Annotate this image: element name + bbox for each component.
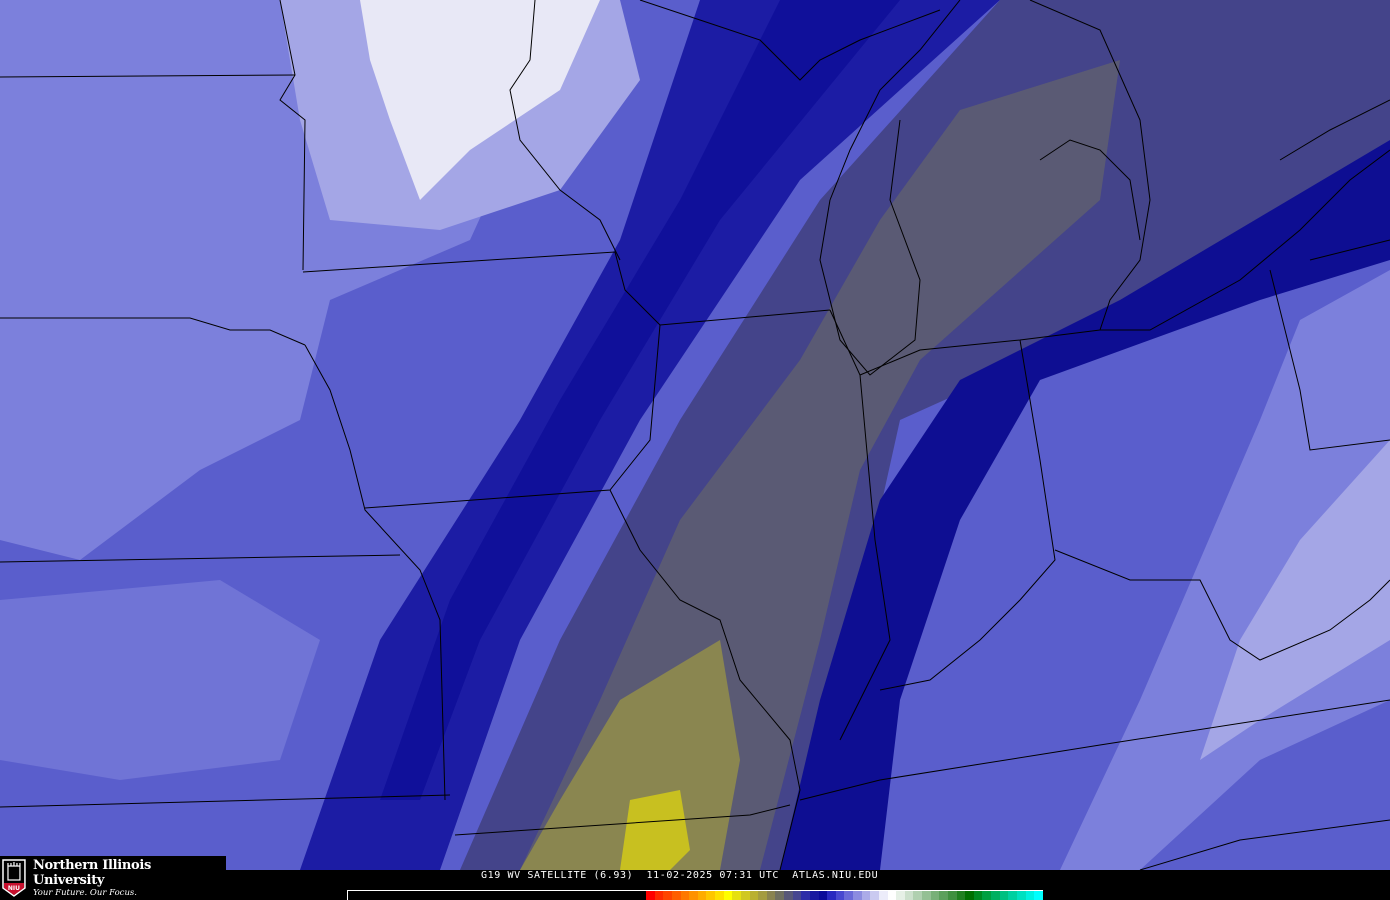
cloud-region-north-white: [360, 0, 600, 200]
color-scale-swatch: [775, 891, 784, 900]
color-scale-swatch: [792, 891, 802, 900]
color-scale-swatch: [766, 891, 776, 900]
color-scale-swatch: [878, 891, 888, 900]
cloud-region-southwest-light: [0, 580, 320, 780]
color-scale-swatch: [930, 891, 940, 900]
color-scale-swatch: [939, 891, 948, 900]
color-scale-swatch: [965, 891, 974, 900]
color-scale-swatch: [853, 891, 862, 900]
color-scale-swatch: [680, 891, 690, 900]
color-scale-swatch: [913, 891, 922, 900]
cloud-region-east-light: [1060, 270, 1390, 870]
color-scale-swatch: [973, 891, 983, 900]
cloud-region-east-lighter: [1200, 440, 1390, 760]
color-scale-swatch: [809, 891, 819, 900]
color-scale-swatch: [887, 891, 897, 900]
dry-band-gray: [520, 60, 1120, 870]
university-name: Northern Illinois University: [32, 857, 152, 888]
timestamp: 11-02-2025 07:31 UTC: [646, 870, 779, 881]
product-label: G19 WV SATELLITE (6.93): [481, 870, 634, 881]
dry-region-olive: [520, 640, 740, 870]
color-scale-swatch: [844, 891, 853, 900]
color-scale-swatch: [749, 891, 759, 900]
color-scale-swatch: [818, 891, 828, 900]
color-scale-swatch: [922, 891, 931, 900]
color-scale-swatch: [1008, 891, 1017, 900]
color-scale-swatch: [870, 891, 879, 900]
moisture-band-darker: [380, 0, 900, 800]
color-scale-swatch: [654, 891, 664, 900]
color-scale-swatch: [758, 891, 767, 900]
color-scale-swatch: [784, 891, 793, 900]
color-scale-swatch: [723, 891, 733, 900]
niu-logo[interactable]: NIU Northern Illinois University Your Fu…: [0, 856, 226, 900]
color-scale-swatch: [1016, 891, 1026, 900]
color-scale-swatch: [715, 891, 724, 900]
color-scale-swatch: [663, 891, 672, 900]
color-scale-swatch: [999, 891, 1009, 900]
color-scale-swatch: [861, 891, 871, 900]
color-scale-swatch: [1034, 891, 1043, 900]
color-scale-swatch: [956, 891, 966, 900]
color-scale-swatch: [740, 891, 750, 900]
university-tagline: Your Future. Our Focus.: [32, 887, 137, 898]
water-vapor-satellite-map: [0, 0, 1390, 870]
state-boundaries: [0, 0, 1390, 870]
site-url[interactable]: ATLAS.NIU.EDU: [792, 870, 879, 881]
color-scale-swatch: [947, 891, 957, 900]
image-caption: G19 WV SATELLITE (6.93) 11-02-2025 07:31…: [481, 870, 878, 881]
color-scale-swatch: [671, 891, 681, 900]
niu-seal-icon: NIU: [2, 859, 26, 897]
svg-text:NIU: NIU: [8, 885, 20, 892]
cloud-region-east-dark: [780, 140, 1390, 870]
color-scale-swatch: [835, 891, 845, 900]
color-scale-swatch: [896, 891, 905, 900]
color-scale-swatch: [991, 891, 1000, 900]
dry-region-yellow: [620, 790, 690, 870]
color-scale-swatch: [646, 891, 655, 900]
color-scale-swatch: [801, 891, 810, 900]
color-scale-swatch: [1025, 891, 1035, 900]
color-scale-swatch: [827, 891, 836, 900]
color-scale-swatch: [697, 891, 707, 900]
color-scale-swatch: [706, 891, 715, 900]
color-scale-swatch: [904, 891, 914, 900]
color-scale-swatch: [732, 891, 741, 900]
color-scale-blank: [348, 891, 646, 900]
color-scale-bar: [347, 890, 1043, 900]
color-scale-swatch: [982, 891, 991, 900]
color-scale-swatch: [689, 891, 698, 900]
